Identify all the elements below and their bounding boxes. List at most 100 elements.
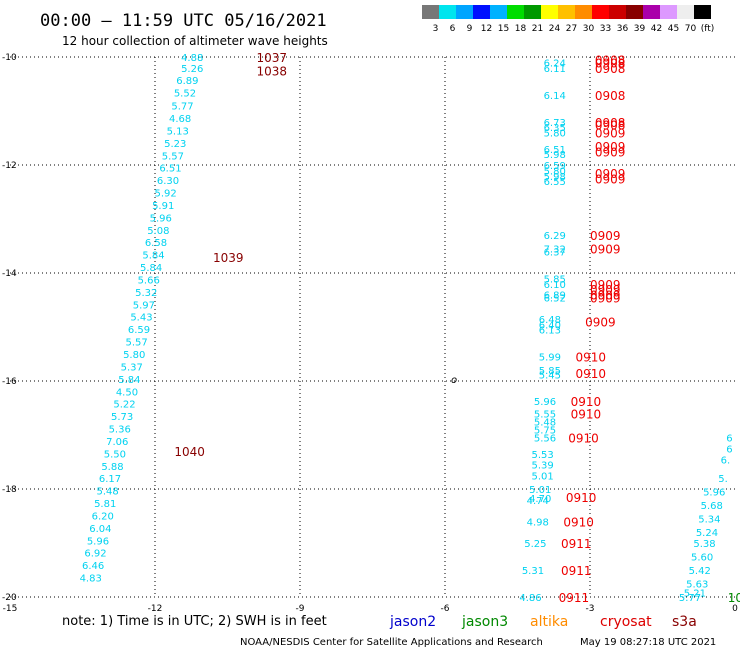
time-label: 0910 [571,395,602,409]
x-tick-label: -9 [296,604,305,614]
x-tick-label: -15 [3,604,18,614]
swh-point-label: 4.83 [80,574,102,585]
map-marker: o [451,375,457,386]
legend-s3a: s3a [672,614,697,630]
swh-point-label: 5.97 [133,300,155,311]
swh-point-label: 6.29 [544,231,566,242]
y-tick-label: -16 [2,377,17,387]
time-label: 0908 [595,56,626,70]
swh-point-label: 6.59 [544,161,566,172]
colorbar-swatch [439,5,456,19]
swh-point-label: 5.01 [531,472,553,483]
swh-point-label: 6.48 [539,315,561,326]
time-label: 0909 [590,289,621,303]
swh-point-label: 6.24 [544,58,566,69]
swh-point-label: 5.26 [181,64,203,75]
swh-point-label: 6.37 [544,247,566,258]
swh-point-label: 4.70 [529,494,551,505]
colorbar-label: 6 [450,24,456,34]
swh-point-label: 6. [721,455,731,466]
swh-point-label: 5.77 [171,102,193,113]
colorbar-swatch [575,5,592,19]
y-tick-label: -10 [2,53,17,63]
swh-point-label: 5.66 [138,275,160,286]
swh-point-label: 5.98 [544,150,566,161]
legend-jason3: jason3 [461,614,508,630]
swh-point-label: 4.68 [169,114,191,125]
swh-point-label: 5.68 [701,501,723,512]
swh-point-label: 6.40 [539,320,561,331]
swh-point-label: 5.48 [534,418,556,429]
colorbar-swatch [694,5,711,19]
legend-altika: altika [530,614,568,630]
grid-lines [10,56,735,598]
swh-point-label: 5.96 [703,488,725,499]
swh-point-label: 6.14 [544,91,566,102]
colorbar-label: 21 [532,24,543,34]
swh-point-label: 5.34 [698,515,720,526]
swh-point-label: 6.51 [544,145,566,156]
swh-point-label: 5.13 [167,126,189,137]
time-label: 1038 [257,65,288,79]
x-tick-label: -3 [586,604,595,614]
swh-point-label: 6.13 [539,326,561,337]
colorbar-swatch [643,5,660,19]
swh-point-label: 5.84 [140,263,162,274]
swh-point-label: 5.45 [539,371,561,382]
colorbar-label: 24 [549,24,561,34]
colorbar-swatch [592,5,609,19]
time-label: 0910 [571,407,602,421]
colorbar-swatch [473,5,490,19]
time-label: 0910 [576,367,607,381]
data-labels: 4.885.266.895.525.774.685.135.235.576.51… [80,51,740,605]
swh-point-label: 5.38 [693,539,715,550]
swh-point-label: 6.20 [92,511,114,522]
swh-point-label: 5.80 [544,166,566,177]
time-label: 0908 [595,89,626,103]
time-label: 1039 [213,251,244,265]
axis-ticks: -10 -12 -14 -16 -18 -20-15 -12 -9 -6 -3 0 [2,53,738,614]
colorbar-swatch [609,5,626,19]
time-label: 0909 [595,140,626,154]
swh-point-label: 4.50 [116,387,138,398]
swh-point-label: 5.77 [679,593,701,604]
colorbar-swatch [677,5,694,19]
swh-point-label: 6.51 [159,164,181,175]
swh-point-label: 5.08 [147,226,169,237]
swh-point-label: 5.22 [113,400,135,411]
x-tick-label: -6 [441,604,450,614]
swh-point-label: 5.24 [696,528,718,539]
swh-point-label: 5.73 [111,412,133,423]
colorbar: 3 6 9 12 15 18 21 24 27 30 33 36 39 42 45 70 (ft) [422,5,714,34]
swh-point-label: 6.89 [176,76,198,87]
swh-point-label: 5.56 [534,434,556,445]
swh-point-label: 6.59 [128,325,150,336]
legend-cryosat: cryosat [600,614,652,630]
time-label: 0909 [590,283,621,297]
time-label: 100 [728,591,740,605]
swh-point-label: 4.98 [527,517,549,528]
swh-point-label: 5.96 [150,213,172,224]
time-label: 0910 [568,432,599,446]
time-label: 0908 [595,116,626,130]
time-label: 0910 [563,515,594,529]
time-label: 0909 [595,127,626,141]
swh-point-label: 4.86 [519,593,541,604]
time-label: 0908 [595,54,626,68]
time-label: 0911 [561,537,592,551]
time-label: 1040 [174,445,205,459]
colorbar-label: 3 [433,24,439,34]
y-tick-label: -20 [2,593,17,603]
swh-point-label: 6.92 [84,549,106,560]
time-label: 0909 [590,243,621,257]
time-label: 0908 [595,62,626,76]
colorbar-swatch [422,5,439,19]
swh-point-label: 5.01 [529,485,551,496]
colorbar-label: 15 [498,24,509,34]
colorbar-label: 33 [600,24,611,34]
swh-point-label: 5.25 [524,539,546,550]
colorbar-swatch [626,5,643,19]
colorbar-label: 45 [668,24,679,34]
swh-point-label: 5.63 [686,580,708,591]
